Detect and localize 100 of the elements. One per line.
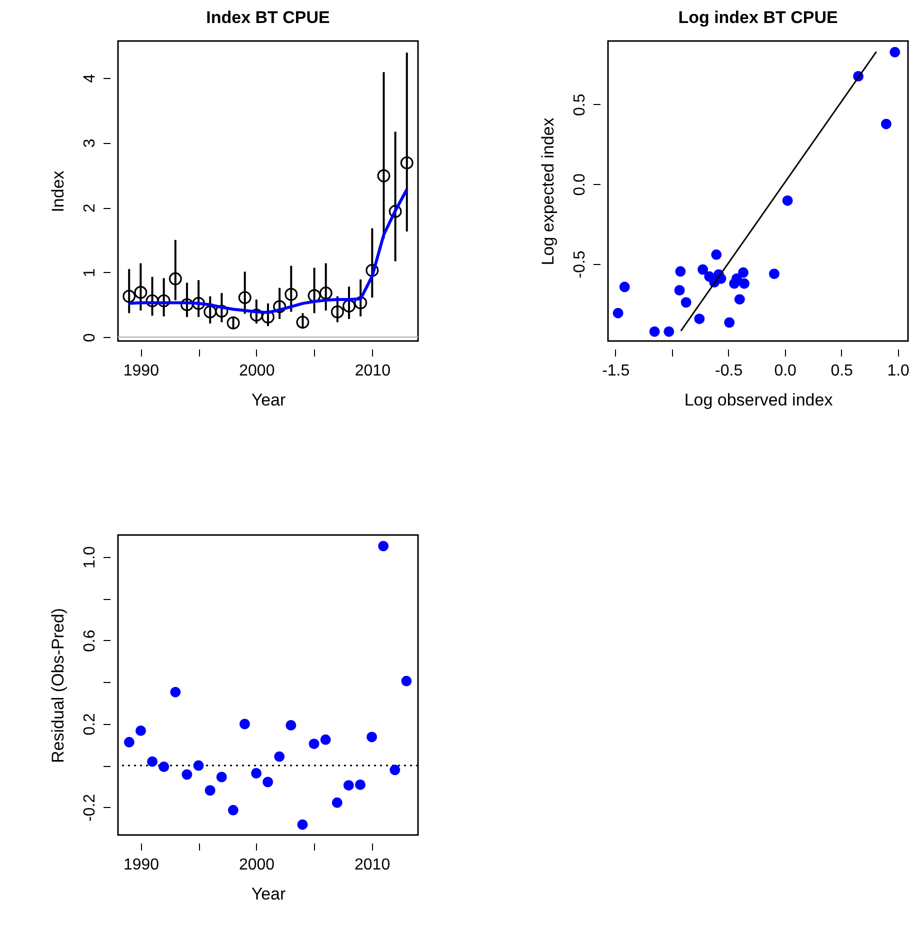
point xyxy=(400,156,414,170)
point xyxy=(734,294,745,305)
point xyxy=(401,676,412,686)
y-tick-label: -0.5 xyxy=(572,250,588,278)
point xyxy=(320,734,331,745)
y-tick-label: 0.6 xyxy=(82,630,98,652)
point xyxy=(262,776,274,788)
point xyxy=(738,267,748,278)
y-tick-label: 1.0 xyxy=(82,546,98,569)
point xyxy=(354,779,366,790)
y-axis-title: Log expected index xyxy=(538,117,558,266)
x-tick-label: 0.0 xyxy=(774,362,797,380)
x-tick-label: 0.5 xyxy=(830,362,854,380)
x-tick-label: 2010 xyxy=(354,856,390,874)
point xyxy=(649,326,660,337)
point xyxy=(768,268,780,280)
point xyxy=(274,751,285,762)
point xyxy=(319,286,332,300)
point xyxy=(251,768,262,778)
y-tick-label: 4 xyxy=(82,74,98,83)
y-tick-label: 0.5 xyxy=(572,94,588,116)
point xyxy=(296,316,310,329)
y-tick-label: 0.2 xyxy=(82,713,98,736)
point xyxy=(332,797,342,808)
point xyxy=(216,772,227,782)
point xyxy=(698,264,708,275)
y-tick-label: 0 xyxy=(82,333,98,342)
point xyxy=(308,738,320,750)
y-tick-label: 1 xyxy=(82,268,98,278)
point xyxy=(724,317,735,328)
chart-title: Log index BT CPUE xyxy=(678,8,838,27)
point xyxy=(680,297,692,308)
point xyxy=(388,204,402,218)
point xyxy=(782,195,793,206)
point xyxy=(134,286,148,299)
line-series xyxy=(128,188,408,314)
point xyxy=(193,760,204,771)
point xyxy=(192,296,206,310)
x-tick-label: 2000 xyxy=(238,856,275,874)
x-tick-label: 2000 xyxy=(239,362,275,380)
point xyxy=(378,540,389,552)
x-tick-label: -0.5 xyxy=(715,362,743,380)
point xyxy=(390,764,400,776)
point xyxy=(694,314,705,324)
point xyxy=(342,300,356,312)
point xyxy=(215,304,228,318)
x-axis-title: Year xyxy=(251,390,286,410)
point xyxy=(157,294,170,308)
point xyxy=(180,298,194,312)
point xyxy=(354,296,368,310)
point xyxy=(343,780,354,791)
y-tick-label: 2 xyxy=(82,203,98,212)
point xyxy=(168,272,182,286)
point xyxy=(664,326,674,337)
y-tick-label: -0.2 xyxy=(82,794,98,822)
y-tick-label: 0.0 xyxy=(572,173,588,196)
x-tick-label: -1.5 xyxy=(602,362,630,380)
point xyxy=(239,718,250,730)
point xyxy=(377,169,390,182)
point xyxy=(366,264,379,277)
point xyxy=(204,785,216,796)
chart-title: Index BT CPUE xyxy=(206,8,330,27)
point xyxy=(286,720,296,730)
point xyxy=(674,285,685,296)
point xyxy=(890,46,900,58)
point xyxy=(366,732,378,742)
point xyxy=(675,266,686,277)
point xyxy=(330,305,344,318)
x-tick-label: 1.0 xyxy=(887,362,910,380)
y-axis-title: Index xyxy=(48,170,68,212)
x-tick-label: 1990 xyxy=(123,856,160,874)
point xyxy=(204,305,217,318)
point xyxy=(228,804,238,816)
point xyxy=(146,294,159,308)
point xyxy=(739,278,750,289)
point xyxy=(136,725,146,736)
point xyxy=(158,762,170,772)
point xyxy=(147,756,158,767)
point xyxy=(170,686,181,698)
x-tick-label: 2010 xyxy=(354,362,391,380)
point xyxy=(238,291,252,304)
point xyxy=(250,308,263,322)
y-tick-label: 3 xyxy=(82,138,98,148)
point xyxy=(711,249,722,260)
point xyxy=(308,289,321,302)
point xyxy=(124,736,134,748)
point xyxy=(284,288,298,301)
point xyxy=(226,316,240,330)
point xyxy=(612,308,624,318)
point xyxy=(880,118,892,130)
point xyxy=(297,819,308,830)
y-axis-title: Residual (Obs-Pred) xyxy=(48,608,68,763)
point xyxy=(262,310,274,324)
point xyxy=(619,282,630,292)
point xyxy=(273,300,286,314)
x-tick-label: 1990 xyxy=(123,362,160,380)
x-axis-title: Year xyxy=(251,884,286,904)
x-axis-title: Log observed index xyxy=(684,390,834,410)
point xyxy=(182,769,192,780)
point xyxy=(122,290,136,303)
